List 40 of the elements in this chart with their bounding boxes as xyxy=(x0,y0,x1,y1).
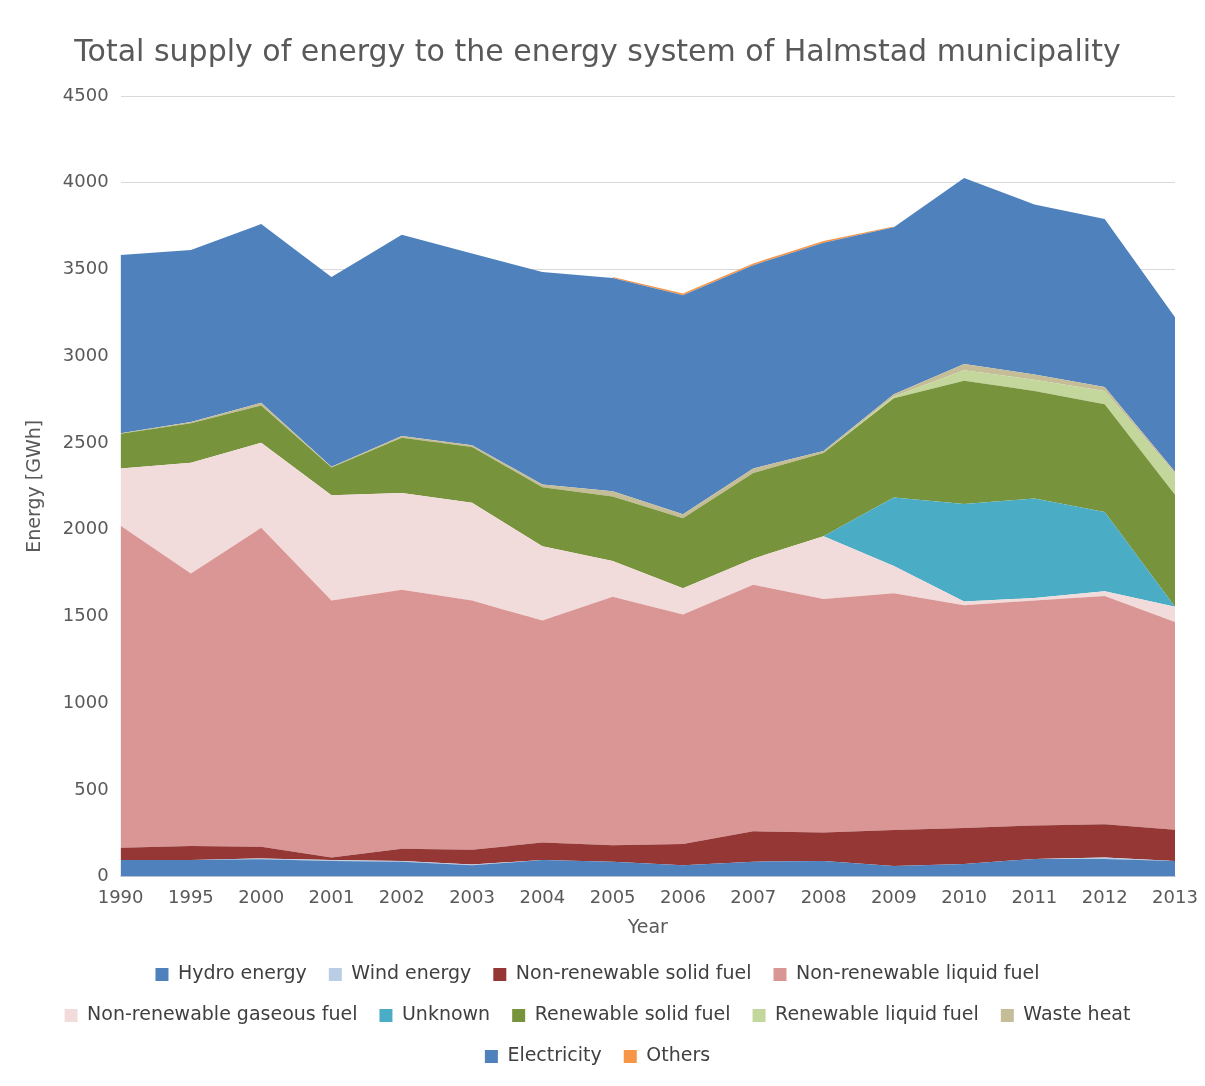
y-tick-label: 500 xyxy=(74,777,109,799)
x-tick-label: 2009 xyxy=(870,886,917,908)
x-tick-label: 2002 xyxy=(378,886,425,908)
y-tick-label: 3500 xyxy=(62,257,109,279)
legend-label: Electricity xyxy=(507,1043,602,1066)
y-tick-label: 2000 xyxy=(62,517,109,539)
legend-label: Others xyxy=(646,1043,711,1066)
legend-label: Waste heat xyxy=(1023,1002,1131,1025)
legend-label: Non-renewable liquid fuel xyxy=(795,961,1040,984)
chart-title: Total supply of energy to the energy system of Halmstad municipality xyxy=(73,32,1121,68)
y-tick-label: 0 xyxy=(97,864,109,886)
x-tick-label: 1990 xyxy=(97,886,144,908)
legend-label: Renewable solid fuel xyxy=(534,1002,731,1025)
x-tick-label: 2013 xyxy=(1152,886,1198,908)
x-tick-label: 2006 xyxy=(660,886,706,908)
x-tick-label: 2010 xyxy=(941,886,988,908)
x-tick-label: 2008 xyxy=(800,886,847,908)
x-tick-label: 2001 xyxy=(308,886,355,908)
x-tick-label: 2000 xyxy=(238,886,285,908)
y-tick-label: 2500 xyxy=(62,430,109,452)
x-tick-label: 2011 xyxy=(1011,886,1058,908)
x-tick-label: 2005 xyxy=(589,886,636,908)
y-axis-title: Energy [GWh] xyxy=(22,419,45,553)
y-tick-label: 4000 xyxy=(62,170,109,192)
legend-label: Unknown xyxy=(401,1002,491,1025)
legend-label: Non-renewable solid fuel xyxy=(515,961,752,984)
legend-label: Hydro energy xyxy=(177,961,307,984)
x-tick-label: 1995 xyxy=(168,886,214,908)
y-tick-label: 1500 xyxy=(62,604,109,626)
x-tick-label: 2004 xyxy=(519,886,566,908)
legend-label: Renewable liquid fuel xyxy=(775,1002,979,1025)
y-tick-label: 4500 xyxy=(62,83,109,105)
legend-label: Wind energy xyxy=(351,961,472,984)
x-tick-label: 2003 xyxy=(449,886,495,908)
x-axis-title: Year xyxy=(626,914,669,937)
x-tick-label: 2012 xyxy=(1081,886,1128,908)
y-tick-label: 1000 xyxy=(62,690,109,712)
y-tick-label: 3000 xyxy=(62,343,109,365)
legend-label: Non-renewable gaseous fuel xyxy=(87,1002,358,1025)
x-tick-label: 2007 xyxy=(730,886,777,908)
